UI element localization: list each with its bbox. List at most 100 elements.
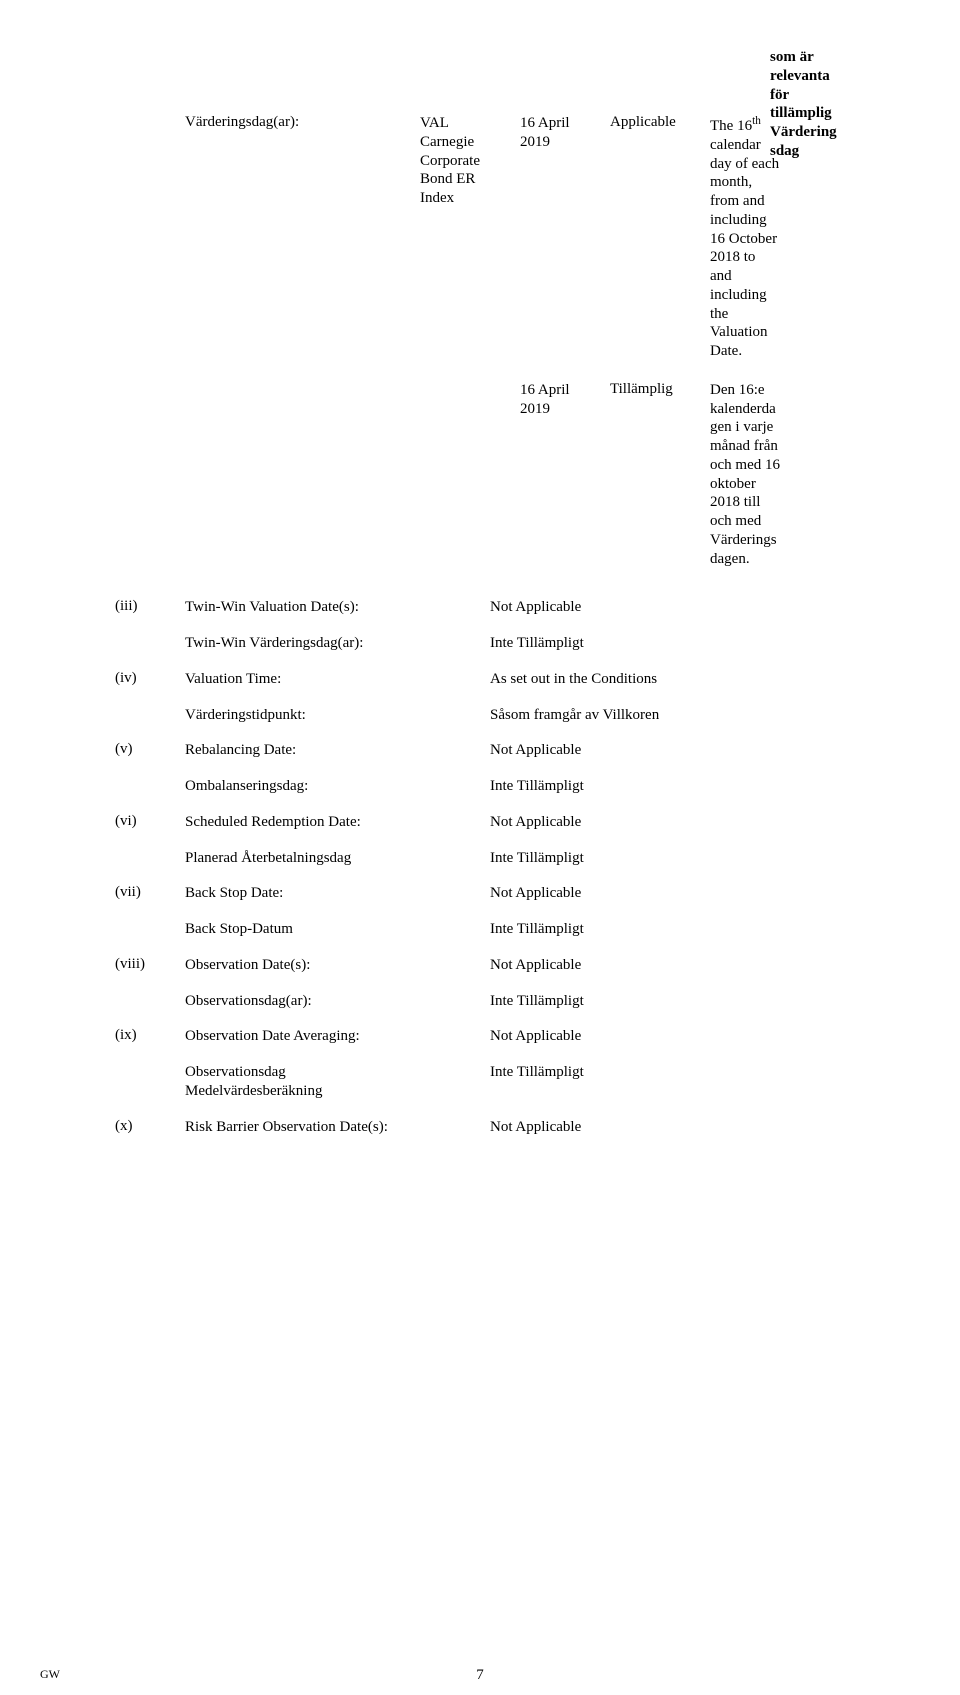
roman-numeral: (iii) (115, 598, 185, 615)
header-line: tillämplig (770, 104, 850, 123)
desc-line: 2018 till (710, 493, 790, 512)
header-line: som är (770, 48, 850, 67)
list-item: (iv)Valuation Time:As set out in the Con… (115, 670, 885, 689)
desc-line: Valuation (710, 323, 790, 342)
date-line: 16 April (520, 114, 610, 133)
term-value: Not Applicable (490, 884, 885, 903)
desc-line: from and (710, 192, 790, 211)
source-line: VAL (420, 114, 520, 133)
term-label: Observation Date(s): (185, 956, 490, 975)
list-item: (v)Rebalancing Date:Not Applicable (115, 741, 885, 760)
term-label: Twin-Win Valuation Date(s): (185, 598, 490, 617)
valuation-source: VAL Carnegie Corporate Bond ER Index (420, 114, 520, 208)
desc-line: and (710, 267, 790, 286)
term-label: Observationsdag(ar): (185, 992, 490, 1011)
list-item-sub: Observationsdag MedelvärdesberäkningInte… (115, 1063, 885, 1101)
roman-numeral: (vi) (115, 813, 185, 830)
term-value: As set out in the Conditions (490, 670, 885, 689)
desc-sup: th (752, 115, 761, 127)
valuation-day-label: Värderingsdag(ar): (185, 114, 420, 131)
desc-line: the (710, 305, 790, 324)
valuation-applicable: Applicable (610, 114, 710, 131)
header-line: sdag (770, 142, 850, 161)
term-value: Not Applicable (490, 1118, 885, 1137)
desc-line: including (710, 211, 790, 230)
list-item-sub: Planerad ÅterbetalningsdagInte Tillämpli… (115, 849, 885, 868)
term-label: Valuation Time: (185, 670, 490, 689)
source-line: Carnegie (420, 133, 520, 152)
desc-line: Date. (710, 342, 790, 361)
term-label: Planerad Återbetalningsdag (185, 849, 490, 868)
source-line: Bond ER (420, 170, 520, 189)
valuation-tillamplig: Tillämplig (610, 381, 710, 398)
list-item: (x)Risk Barrier Observation Date(s):Not … (115, 1118, 885, 1137)
term-label: Observationsdag Medelvärdesberäkning (185, 1063, 400, 1101)
term-label: Observation Date Averaging: (185, 1027, 490, 1046)
term-label: Ombalanseringsdag: (185, 777, 490, 796)
desc-line: oktober (710, 475, 790, 494)
date-line: 16 April (520, 381, 610, 400)
desc-line: månad från (710, 437, 790, 456)
term-value: Såsom framgår av Villkoren (490, 706, 885, 725)
desc-line: och med 16 (710, 456, 790, 475)
list-item-sub: Ombalanseringsdag:Inte Tillämpligt (115, 777, 885, 796)
desc-line: Värderings (710, 531, 790, 550)
source-line: Corporate (420, 152, 520, 171)
list-item: (viii)Observation Date(s):Not Applicable (115, 956, 885, 975)
list-item-sub: Värderingstidpunkt:Såsom framgår av Vill… (115, 706, 885, 725)
term-value: Inte Tillämpligt (490, 849, 885, 868)
term-label: Back Stop Date: (185, 884, 490, 903)
list-item: (iii)Twin-Win Valuation Date(s):Not Appl… (115, 598, 885, 617)
date-line: 2019 (520, 133, 610, 152)
list-item-sub: Twin-Win Värderingsdag(ar):Inte Tillämpl… (115, 634, 885, 653)
list-item: (ix)Observation Date Averaging:Not Appli… (115, 1027, 885, 1046)
header-line: relevanta (770, 67, 850, 86)
term-label: Risk Barrier Observation Date(s): (185, 1118, 490, 1137)
list-item: (vi)Scheduled Redemption Date:Not Applic… (115, 813, 885, 832)
desc-line: Den 16:e (710, 381, 790, 400)
footer-left-code: GW (40, 1667, 60, 1682)
term-value: Inte Tillämpligt (490, 634, 885, 653)
desc-text: The 16 (710, 118, 752, 134)
term-value: Not Applicable (490, 813, 885, 832)
header-line: Värdering (770, 123, 850, 142)
term-value: Inte Tillämpligt (490, 920, 885, 939)
term-value: Not Applicable (490, 1027, 885, 1046)
header-line: för (770, 86, 850, 105)
term-label: Back Stop-Datum (185, 920, 490, 939)
term-value: Not Applicable (490, 956, 885, 975)
date-line: 2019 (520, 400, 610, 419)
term-value: Inte Tillämpligt (490, 777, 885, 796)
term-value: Inte Tillämpligt (400, 1063, 885, 1082)
valuation-date-a: 16 April 2019 (520, 114, 610, 152)
roman-numeral: (x) (115, 1118, 185, 1135)
desc-line: 2018 to (710, 248, 790, 267)
desc-line: gen i varje (710, 418, 790, 437)
list-item: (vii)Back Stop Date:Not Applicable (115, 884, 885, 903)
term-label: Rebalancing Date: (185, 741, 490, 760)
list-item-sub: Back Stop-DatumInte Tillämpligt (115, 920, 885, 939)
term-value: Not Applicable (490, 741, 885, 760)
desc-line: och med (710, 512, 790, 531)
valuation-second-row: 16 April 2019 Tillämplig Den 16:e kalend… (115, 381, 885, 569)
roman-numeral: (iv) (115, 670, 185, 687)
list-item-sub: Observationsdag(ar):Inte Tillämpligt (115, 992, 885, 1011)
roman-numeral: (viii) (115, 956, 185, 973)
desc-line: kalenderda (710, 400, 790, 419)
source-line: Index (420, 189, 520, 208)
desc-line: dagen. (710, 550, 790, 569)
roman-numeral: (vii) (115, 884, 185, 901)
term-value: Not Applicable (490, 598, 885, 617)
definitions-list: (iii)Twin-Win Valuation Date(s):Not Appl… (115, 598, 885, 1136)
term-label: Twin-Win Värderingsdag(ar): (185, 634, 490, 653)
term-label: Scheduled Redemption Date: (185, 813, 490, 832)
header-right-block: som är relevanta för tillämplig Värderin… (770, 48, 850, 161)
term-value: Inte Tillämpligt (490, 992, 885, 1011)
term-label: Värderingstidpunkt: (185, 706, 490, 725)
footer-page-number: 7 (476, 1667, 484, 1684)
roman-numeral: (v) (115, 741, 185, 758)
roman-numeral: (ix) (115, 1027, 185, 1044)
valuation-date-b: 16 April 2019 (520, 381, 610, 419)
valuation-desc-b: Den 16:e kalenderda gen i varje månad fr… (710, 381, 790, 569)
desc-line: 16 October (710, 230, 790, 249)
